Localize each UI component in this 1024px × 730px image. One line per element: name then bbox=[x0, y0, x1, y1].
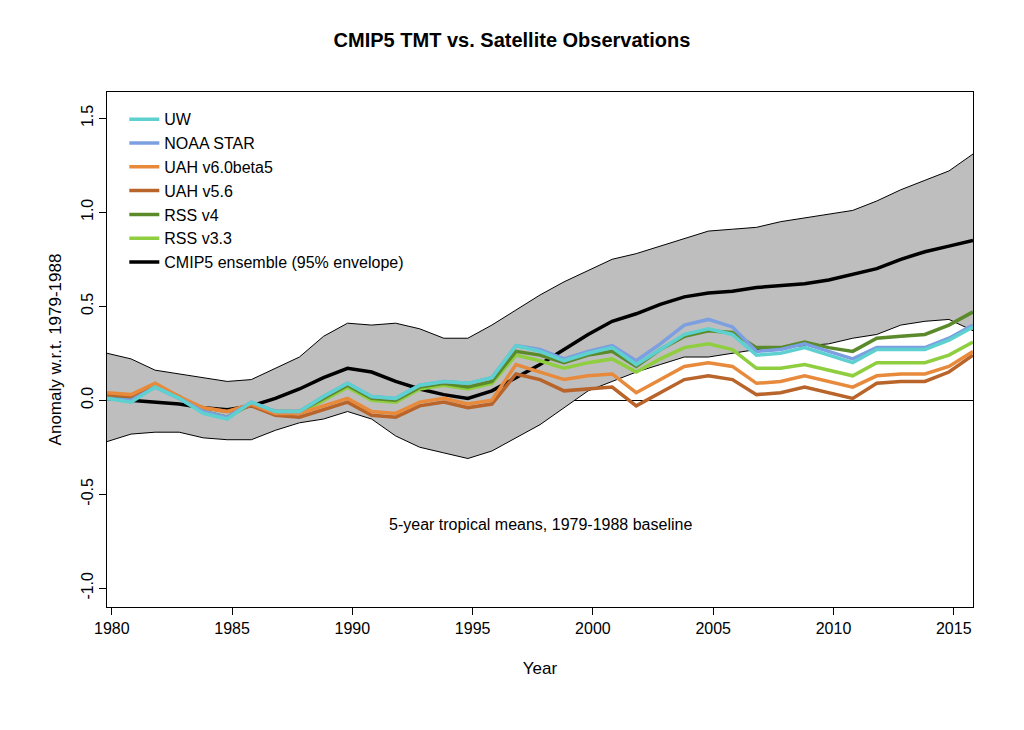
svg-text:Year: Year bbox=[523, 659, 558, 678]
svg-text:0.0: 0.0 bbox=[79, 387, 96, 409]
svg-text:2010: 2010 bbox=[816, 620, 852, 637]
svg-text:1995: 1995 bbox=[455, 620, 491, 637]
svg-text:CMIP5 ensemble (95% envelope): CMIP5 ensemble (95% envelope) bbox=[164, 254, 403, 271]
svg-text:1.5: 1.5 bbox=[79, 105, 96, 127]
svg-text:-1.0: -1.0 bbox=[79, 572, 96, 600]
svg-text:5-year tropical means, 1979-19: 5-year tropical means, 1979-1988 baselin… bbox=[389, 516, 692, 533]
svg-text:2005: 2005 bbox=[695, 620, 731, 637]
svg-text:RSS v4: RSS v4 bbox=[164, 207, 218, 224]
svg-text:2000: 2000 bbox=[575, 620, 611, 637]
svg-text:1.0: 1.0 bbox=[79, 199, 96, 221]
svg-text:-0.5: -0.5 bbox=[79, 478, 96, 506]
svg-text:1985: 1985 bbox=[214, 620, 250, 637]
svg-text:RSS v3.3: RSS v3.3 bbox=[164, 230, 232, 247]
svg-text:0.5: 0.5 bbox=[79, 293, 96, 315]
svg-text:Anomaly w.r.t. 1979-1988: Anomaly w.r.t. 1979-1988 bbox=[46, 254, 65, 446]
svg-text:CMIP5 TMT vs. Satellite Observ: CMIP5 TMT vs. Satellite Observations bbox=[334, 29, 691, 51]
svg-text:2015: 2015 bbox=[936, 620, 972, 637]
svg-text:UAH v5.6: UAH v5.6 bbox=[164, 183, 233, 200]
svg-text:1980: 1980 bbox=[94, 620, 130, 637]
svg-text:NOAA STAR: NOAA STAR bbox=[164, 135, 254, 152]
svg-text:UAH v6.0beta5: UAH v6.0beta5 bbox=[164, 159, 273, 176]
svg-text:1990: 1990 bbox=[335, 620, 371, 637]
svg-text:UW: UW bbox=[164, 111, 192, 128]
